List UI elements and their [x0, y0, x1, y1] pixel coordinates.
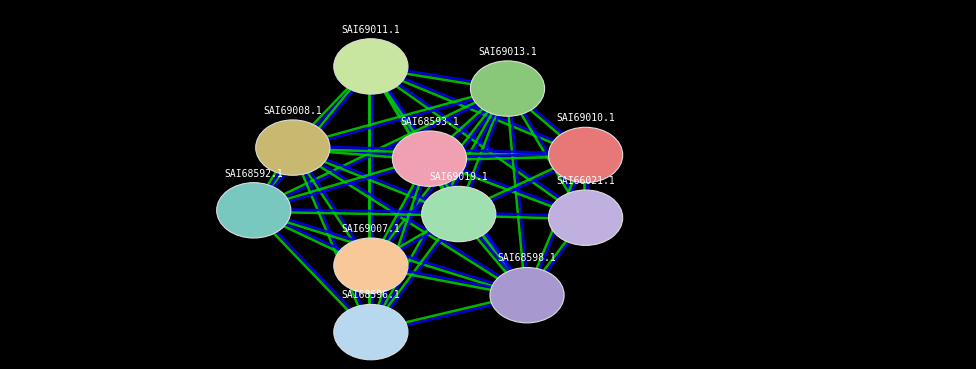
Ellipse shape: [334, 39, 408, 94]
Text: SAI68596.1: SAI68596.1: [342, 290, 400, 300]
Ellipse shape: [334, 304, 408, 360]
Text: SAI68593.1: SAI68593.1: [400, 117, 459, 127]
Text: SAI68592.1: SAI68592.1: [224, 169, 283, 179]
Text: SAI68598.1: SAI68598.1: [498, 254, 556, 263]
Ellipse shape: [422, 186, 496, 242]
Text: SAI69019.1: SAI69019.1: [429, 172, 488, 182]
Ellipse shape: [470, 61, 545, 116]
Ellipse shape: [256, 120, 330, 175]
Text: SAI69011.1: SAI69011.1: [342, 25, 400, 35]
Text: SAI69008.1: SAI69008.1: [264, 106, 322, 116]
Text: SAI66021.1: SAI66021.1: [556, 176, 615, 186]
Ellipse shape: [392, 131, 467, 186]
Ellipse shape: [549, 190, 623, 245]
Text: SAI69010.1: SAI69010.1: [556, 113, 615, 123]
Ellipse shape: [334, 238, 408, 293]
Text: SAI69007.1: SAI69007.1: [342, 224, 400, 234]
Ellipse shape: [217, 183, 291, 238]
Ellipse shape: [490, 268, 564, 323]
Ellipse shape: [549, 127, 623, 183]
Text: SAI69013.1: SAI69013.1: [478, 47, 537, 57]
